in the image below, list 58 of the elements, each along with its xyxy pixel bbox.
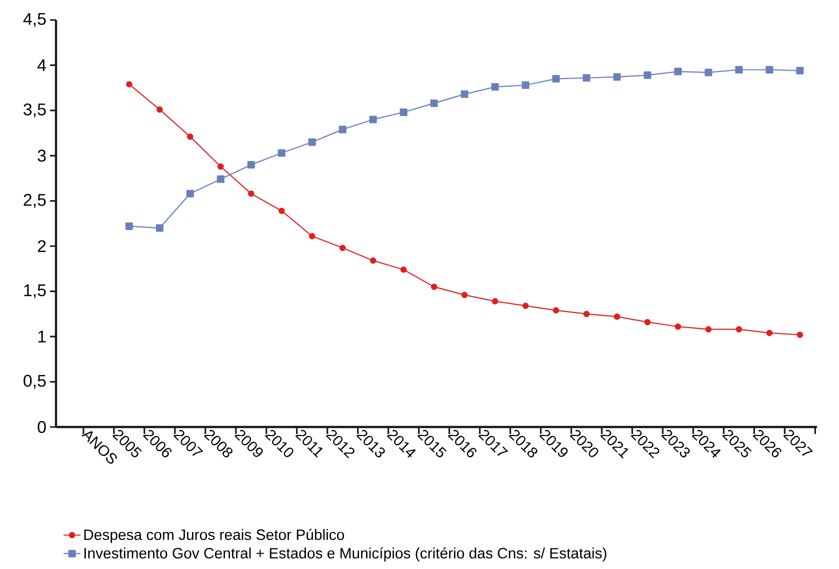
point [735, 66, 743, 74]
y-tick-label: 4 [37, 59, 46, 72]
point [492, 298, 498, 304]
point [308, 233, 316, 240]
y-tick-label: 3 [38, 150, 46, 162]
legend-label: Despesa com Juros reais Setor Público [84, 528, 344, 543]
point [552, 75, 560, 83]
point [674, 323, 682, 330]
y-tick-label: 0 [38, 421, 46, 434]
point [491, 83, 499, 91]
point [644, 71, 652, 79]
point [583, 310, 590, 318]
point [796, 66, 804, 74]
point [248, 190, 254, 197]
legend-label: Investimento Gov Central + Estados e Municípios (critério das Cns: s/ Estatais) [84, 547, 606, 562]
point [217, 163, 224, 170]
point [796, 332, 804, 338]
point [582, 74, 590, 82]
point [460, 90, 468, 98]
y-tick-label: 4,5 [23, 13, 46, 27]
y-tick-label: 1 [38, 330, 46, 342]
point [156, 106, 163, 113]
point [674, 68, 682, 76]
y-tick-label: 3,5 [24, 103, 46, 118]
point [522, 81, 530, 89]
point [339, 244, 346, 252]
point [430, 284, 438, 290]
point [613, 73, 621, 81]
point [369, 116, 377, 124]
point [126, 81, 132, 88]
point [522, 302, 529, 309]
point [186, 190, 194, 198]
point [400, 266, 407, 273]
y-tick-label: 2,5 [24, 194, 46, 208]
point [278, 149, 286, 157]
point [216, 175, 224, 183]
y-tick-label: 0,5 [24, 374, 46, 389]
point [736, 326, 742, 332]
point [766, 330, 773, 336]
point [308, 138, 316, 146]
point [705, 326, 712, 332]
point [461, 292, 468, 298]
point [370, 257, 376, 264]
point [614, 314, 620, 320]
point [187, 134, 194, 140]
y-tick-label: 2 [38, 240, 46, 252]
point [552, 307, 560, 314]
point [125, 222, 133, 230]
point [644, 318, 651, 326]
point [400, 108, 408, 116]
point [156, 224, 164, 232]
point [247, 160, 255, 168]
point [430, 99, 438, 107]
point [704, 68, 712, 76]
point [766, 66, 774, 74]
point [278, 208, 285, 214]
point [338, 126, 346, 134]
y-tick-label: 1,5 [24, 284, 46, 298]
